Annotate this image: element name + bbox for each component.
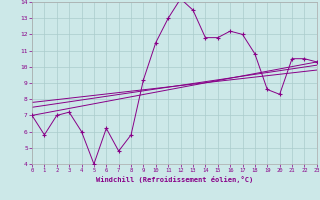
X-axis label: Windchill (Refroidissement éolien,°C): Windchill (Refroidissement éolien,°C) xyxy=(96,176,253,183)
